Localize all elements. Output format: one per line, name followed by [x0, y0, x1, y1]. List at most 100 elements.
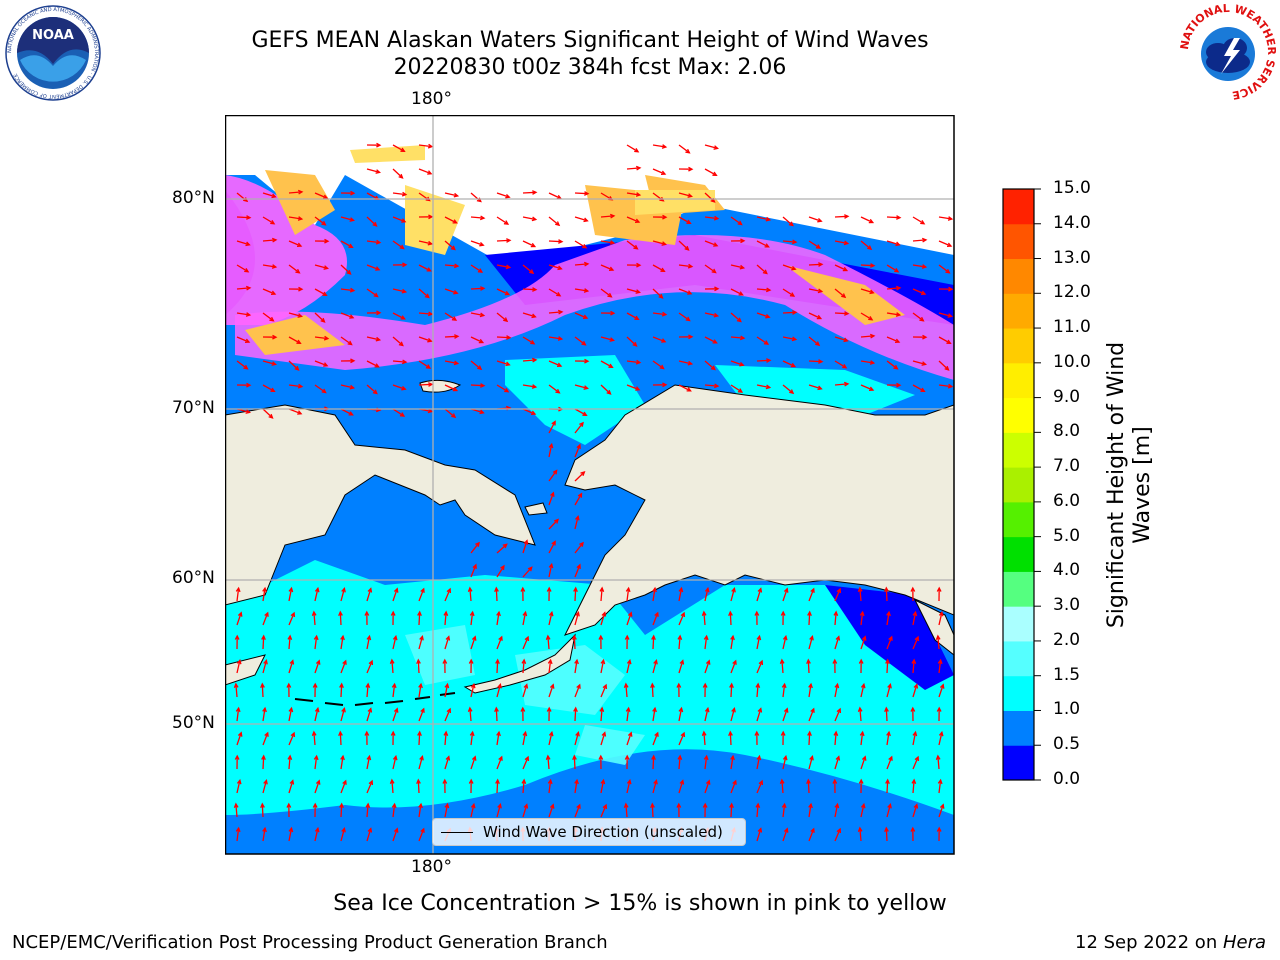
- wave-arrow-head: [549, 803, 555, 809]
- wave-arrow: [340, 756, 344, 770]
- wave-arrow: [626, 588, 630, 602]
- wave-arrow-head: [451, 413, 457, 419]
- wave-arrow-head: [545, 754, 551, 761]
- wave-arrow-head: [632, 341, 638, 347]
- wave-arrow-head: [728, 610, 733, 616]
- wave-arrow: [652, 732, 659, 746]
- wave-arrow-head: [680, 611, 686, 618]
- wave-arrow: [444, 588, 451, 602]
- wave-arrow: [626, 732, 632, 746]
- wave-arrow-head: [583, 288, 590, 293]
- wave-arrow: [574, 288, 588, 292]
- wave-arrow-head: [600, 778, 606, 785]
- wave-arrow: [236, 312, 250, 316]
- wave-arrow-head: [347, 340, 353, 346]
- wave-arrow: [522, 636, 529, 650]
- wave-arrow: [496, 612, 500, 626]
- wave-arrow-head: [913, 803, 919, 809]
- wave-arrow: [912, 312, 924, 322]
- wave-arrow-head: [427, 240, 434, 246]
- wave-arrow-head: [703, 754, 709, 761]
- wave-arrow: [366, 708, 372, 722]
- wave-arrow: [288, 264, 300, 274]
- wave-arrow: [495, 707, 498, 722]
- wave-arrow: [834, 708, 841, 722]
- wave-arrow: [626, 288, 640, 294]
- noaa-logo-text: NOAA: [32, 28, 74, 43]
- wave-arrow-head: [520, 586, 526, 592]
- wave-arrow-head: [910, 586, 916, 592]
- wave-arrow: [392, 240, 404, 250]
- wave-arrow-head: [635, 359, 642, 365]
- wave-arrow-head: [246, 382, 252, 388]
- wave-arrow: [288, 336, 301, 344]
- wave-arrow: [522, 540, 528, 554]
- wave-arrow: [444, 360, 458, 365]
- wave-arrow-head: [937, 658, 943, 665]
- wave-arrow-head: [659, 364, 665, 370]
- wave-arrow: [288, 360, 299, 371]
- wave-arrow: [756, 708, 762, 722]
- wave-arrow: [756, 780, 763, 794]
- wave-arrow-head: [687, 360, 694, 366]
- wave-arrow-head: [479, 215, 486, 221]
- wave-arrow: [470, 564, 477, 578]
- wave-arrow-head: [948, 286, 954, 292]
- wave-arrow: [340, 240, 353, 248]
- wave-arrow: [574, 384, 588, 390]
- wave-arrow: [860, 312, 873, 321]
- wave-arrow-head: [609, 240, 616, 245]
- wave-arrow: [678, 755, 681, 770]
- wave-arrow: [704, 264, 716, 274]
- wave-arrow-head: [650, 802, 655, 808]
- wave-arrow-head: [477, 268, 484, 273]
- wave-arrow-head: [713, 215, 720, 221]
- wave-arrow-head: [579, 541, 584, 547]
- wave-arrow: [730, 803, 733, 818]
- wave-arrow-head: [547, 658, 553, 665]
- wave-arrow-head: [765, 216, 772, 222]
- wave-arrow-head: [868, 315, 874, 321]
- wave-arrow-head: [576, 683, 581, 689]
- wave-arrow: [314, 756, 318, 770]
- wave-arrow: [756, 240, 769, 248]
- wave-arrow: [366, 803, 369, 818]
- wave-arrow-head: [818, 359, 824, 364]
- wave-arrow-head: [844, 311, 850, 316]
- wave-arrow-head: [504, 290, 511, 296]
- wave-arrow: [391, 779, 394, 794]
- wave-arrow-head: [497, 803, 502, 809]
- wave-arrow: [574, 660, 578, 674]
- wave-arrow-head: [704, 706, 710, 713]
- wave-arrow-head: [736, 317, 742, 323]
- wave-arrow-head: [523, 683, 529, 689]
- wave-arrow: [652, 360, 664, 370]
- wave-arrow: [548, 421, 556, 434]
- wave-arrow-head: [548, 610, 554, 617]
- wave-arrow-head: [469, 610, 475, 617]
- wave-arrow: [938, 732, 943, 746]
- wave-arrow: [314, 360, 328, 367]
- wave-arrow-head: [375, 336, 382, 342]
- wave-arrow: [262, 635, 265, 650]
- wave-arrow: [340, 288, 354, 292]
- wave-arrow-head: [636, 262, 642, 268]
- wave-arrow-head: [810, 707, 815, 713]
- wave-arrow-head: [553, 518, 559, 524]
- wave-arrow: [860, 216, 874, 224]
- wave-arrow: [522, 408, 536, 415]
- wave-arrow-head: [625, 706, 631, 713]
- wave-arrow-head: [426, 267, 432, 272]
- wave-arrow: [938, 684, 944, 698]
- wave-arrow-head: [290, 731, 296, 738]
- wave-arrow: [860, 335, 875, 338]
- wave-arrow: [496, 732, 500, 746]
- wave-arrow: [834, 264, 848, 272]
- wave-arrow-head: [758, 779, 764, 786]
- wave-arrow: [678, 635, 681, 650]
- wave-arrow-head: [233, 682, 239, 689]
- wave-arrow-head: [470, 682, 476, 689]
- wave-arrow: [574, 336, 586, 346]
- wave-arrow: [834, 636, 840, 650]
- wave-arrow-head: [651, 634, 656, 640]
